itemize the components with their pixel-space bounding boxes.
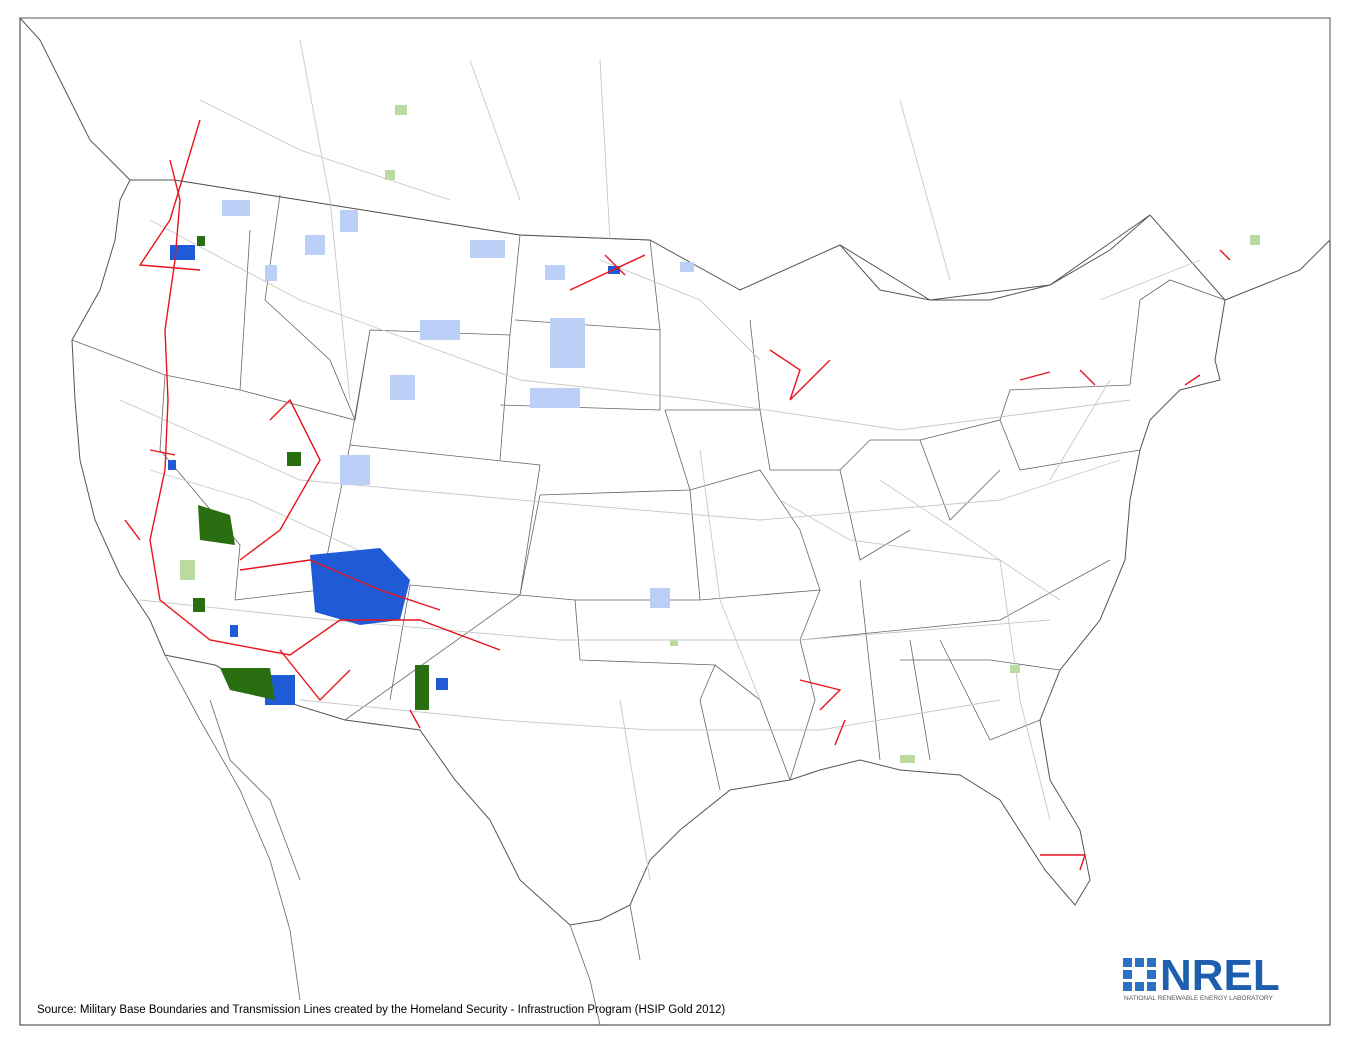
source-note: Source: Military Base Boundaries and Tra… (37, 1004, 725, 1016)
transmission-line (124, 119, 1231, 871)
military-bases (168, 105, 1260, 763)
mexico-coast (164, 654, 641, 1026)
logo-subtitle: NATIONAL RENEWABLE ENERGY LABORATORY (1124, 995, 1273, 1002)
logo-name: NREL (1160, 951, 1280, 1000)
canada-north (18, 17, 1331, 301)
roads (119, 39, 1201, 881)
base (168, 245, 620, 705)
land (18, 17, 1331, 1026)
logo-icon (1123, 958, 1156, 991)
transmission-lines (124, 119, 1231, 871)
nrel-logo: NREL NATIONAL RENEWABLE ENERGY LABORATOR… (1123, 951, 1280, 1002)
road-network (119, 39, 1201, 881)
